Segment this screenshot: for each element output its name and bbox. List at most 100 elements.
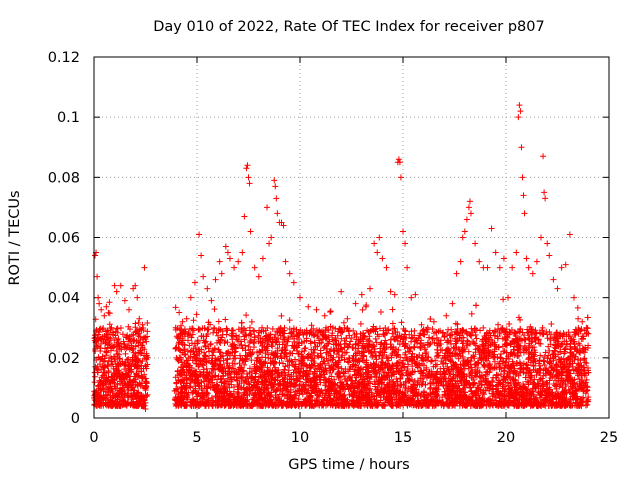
data-point (276, 341, 283, 348)
data-point (103, 349, 110, 356)
data-point (193, 311, 200, 318)
data-point (237, 364, 244, 371)
data-point (500, 348, 507, 355)
data-point (176, 309, 183, 316)
data-point (473, 370, 480, 377)
data-point (314, 352, 321, 359)
x-tick-label: 5 (192, 430, 201, 446)
data-point (352, 345, 359, 352)
data-point (471, 355, 478, 362)
data-point (340, 319, 347, 326)
data-point (490, 386, 497, 393)
data-point (121, 379, 128, 386)
data-point (405, 378, 412, 385)
data-point (102, 340, 109, 347)
data-point (99, 363, 106, 370)
data-point (560, 330, 567, 337)
data-point (527, 323, 534, 330)
data-point (265, 354, 272, 361)
data-point (512, 370, 519, 377)
data-point (139, 402, 146, 409)
data-point (539, 378, 546, 385)
data-point (117, 325, 124, 332)
data-point (303, 362, 310, 369)
data-point (108, 355, 115, 362)
data-point (115, 402, 122, 409)
data-point (354, 383, 361, 390)
data-point (387, 366, 394, 373)
data-point (370, 360, 377, 367)
data-point (444, 337, 451, 344)
data-point (125, 356, 132, 363)
data-point (369, 353, 376, 360)
data-point (92, 391, 99, 398)
data-point (382, 396, 389, 403)
data-point (210, 397, 217, 404)
data-point (275, 382, 282, 389)
data-point (338, 335, 345, 342)
data-point (548, 331, 555, 338)
data-point (423, 349, 430, 356)
grid (94, 57, 609, 418)
data-point (142, 334, 149, 341)
data-point (565, 356, 572, 363)
data-point (139, 374, 146, 381)
data-point (119, 371, 126, 378)
data-point (317, 379, 324, 386)
data-point (128, 342, 135, 349)
data-point (420, 327, 427, 334)
data-point (215, 318, 222, 325)
data-point (395, 396, 402, 403)
data-point (528, 373, 535, 380)
data-point (247, 331, 254, 338)
data-point (136, 372, 143, 379)
data-point (143, 338, 150, 345)
data-point (94, 369, 101, 376)
data-point (464, 337, 471, 344)
y-axis-label: ROTI / TECUs (7, 190, 23, 285)
data-point (584, 345, 591, 352)
data-point (473, 335, 480, 342)
data-point (314, 333, 321, 340)
data-point (350, 327, 357, 334)
data-point (427, 358, 434, 365)
data-point (278, 355, 285, 362)
data-point (251, 344, 258, 351)
data-point (323, 368, 330, 374)
data-point (320, 345, 327, 352)
data-point (304, 329, 311, 336)
data-point (528, 353, 535, 360)
data-point (125, 362, 132, 369)
data-point (432, 363, 439, 370)
data-point (91, 373, 98, 380)
data-point (527, 359, 534, 366)
data-point (100, 380, 107, 387)
data-point (108, 386, 115, 393)
data-point (555, 370, 562, 377)
data-point (511, 343, 518, 350)
data-point (485, 401, 492, 408)
data-point (127, 326, 134, 333)
data-point (236, 360, 243, 367)
data-point (539, 382, 546, 389)
data-point (187, 384, 194, 391)
data-point (448, 340, 455, 347)
data-point (143, 352, 150, 359)
data-point (244, 392, 251, 399)
data-point (115, 363, 122, 370)
data-point (308, 322, 315, 329)
data-point (246, 386, 253, 393)
data-point (143, 379, 150, 386)
data-point (278, 312, 285, 319)
data-point (546, 360, 553, 367)
data-point (247, 387, 254, 394)
data-point (562, 345, 569, 352)
data-point (455, 345, 462, 352)
data-point (556, 369, 563, 376)
data-point (476, 380, 483, 387)
data-point (507, 368, 514, 375)
data-point (452, 350, 459, 357)
data-point (98, 340, 105, 347)
data-point (175, 402, 182, 409)
data-point (132, 376, 139, 383)
